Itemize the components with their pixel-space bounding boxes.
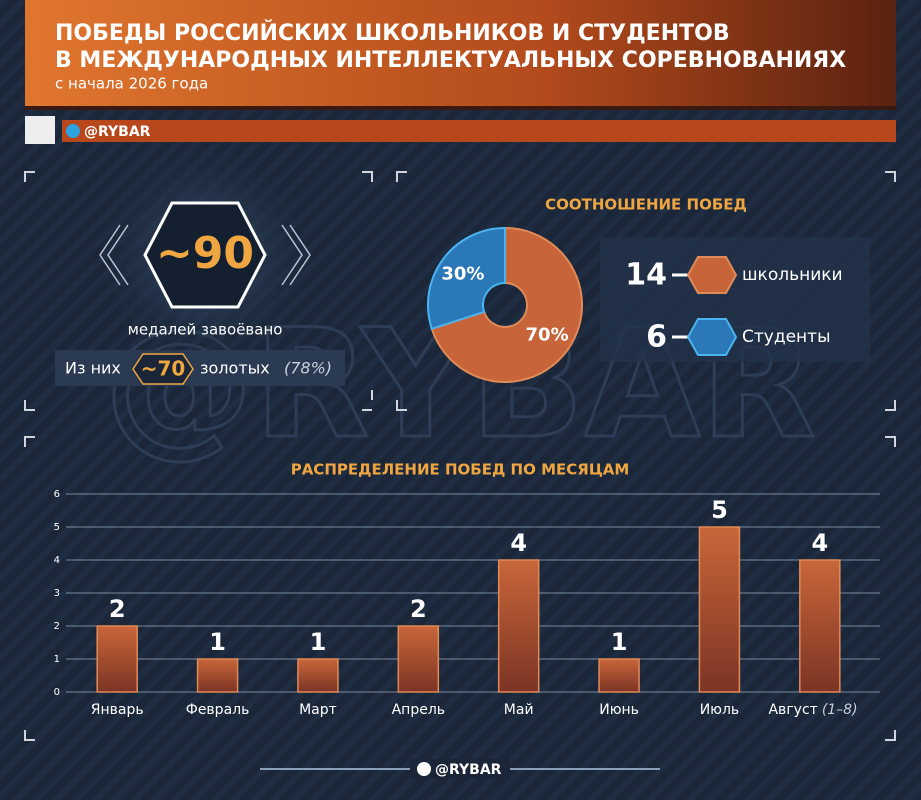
- slice-label: 30%: [441, 263, 484, 284]
- bar-value: 1: [209, 628, 226, 656]
- footer-handle: @RYBAR: [435, 762, 502, 778]
- panel-corners: [24, 171, 896, 741]
- telegram-icon: [417, 762, 431, 776]
- legend-count: 6: [646, 320, 667, 355]
- y-tick-label: 2: [54, 621, 60, 632]
- bar-value: 2: [410, 595, 427, 623]
- y-tick-label: 5: [54, 522, 60, 533]
- gold-value: ~70: [141, 357, 186, 381]
- y-tick-label: 0: [54, 687, 60, 698]
- bar-value: 5: [711, 496, 728, 524]
- legend-box: [600, 237, 870, 362]
- title: ПОБЕДЫ РОССИЙСКИХ ШКОЛЬНИКОВ И СТУДЕНТОВ: [55, 20, 730, 46]
- legend-count: 14: [625, 258, 667, 293]
- gold-prefix: Из них: [65, 359, 121, 378]
- y-tick-label: 6: [54, 489, 60, 500]
- chart-title: СООТНОШЕНИЕ ПОБЕД: [545, 196, 747, 214]
- gold-share: (78%): [284, 359, 332, 378]
- x-tick-label: Май: [504, 702, 534, 718]
- chart-title: РАСПРЕДЕЛЕНИЕ ПОБЕД ПО МЕСЯЦАМ: [291, 461, 630, 479]
- x-tick-label: Март: [299, 702, 337, 718]
- x-tick-label: Апрель: [392, 702, 445, 718]
- subtitle: с начала 2026 года: [55, 75, 208, 93]
- title: В МЕЖДУНАРОДНЫХ ИНТЕЛЛЕКТУАЛЬНЫХ СОРЕВНО…: [55, 48, 846, 73]
- qr-code: [25, 116, 55, 144]
- donut-slice: [430, 226, 583, 383]
- slice-label: 70%: [526, 325, 569, 346]
- medals-total: ~90: [156, 228, 254, 279]
- bar: [297, 658, 339, 693]
- handle-bar: [62, 120, 896, 142]
- bar-value: 1: [310, 628, 327, 656]
- header-band: [25, 0, 896, 110]
- footer-bg: [410, 759, 510, 779]
- telegram-icon: [66, 124, 80, 138]
- bar: [698, 526, 741, 693]
- bar: [799, 559, 841, 693]
- legend-hex: [686, 256, 738, 294]
- x-tick-note: (1–8): [822, 702, 858, 718]
- bar: [598, 658, 640, 693]
- y-tick-label: 4: [54, 555, 60, 566]
- bar: [497, 559, 540, 693]
- hexagon: [143, 201, 267, 309]
- x-tick-label: Август: [768, 702, 817, 718]
- y-tick-label: 1: [54, 654, 60, 665]
- legend-label: Студенты: [742, 327, 831, 347]
- y-tick-label: 3: [54, 588, 60, 599]
- x-tick-label: Январь: [91, 702, 144, 718]
- bar-value: 4: [510, 529, 527, 557]
- bar-value: 2: [109, 595, 126, 623]
- x-tick-label: Февраль: [186, 702, 250, 718]
- chevrons: [99, 224, 311, 286]
- handle: @RYBAR: [84, 124, 151, 140]
- legend-hex: [686, 318, 738, 356]
- bar-value: 4: [811, 529, 828, 557]
- x-tick-label: Июль: [700, 702, 739, 718]
- medals-caption: медалей завоёвано: [128, 321, 283, 339]
- donut-slice: [427, 226, 506, 331]
- legend-label: школьники: [742, 265, 843, 285]
- x-tick-label: Июнь: [599, 702, 639, 718]
- header-rule: [25, 106, 896, 110]
- gold-suffix: золотых: [200, 359, 270, 378]
- gold-box: [55, 350, 345, 386]
- bar: [96, 625, 138, 693]
- bar-value: 1: [611, 628, 628, 656]
- gold-hex: [132, 353, 194, 385]
- bar: [196, 658, 239, 693]
- bar: [397, 625, 440, 693]
